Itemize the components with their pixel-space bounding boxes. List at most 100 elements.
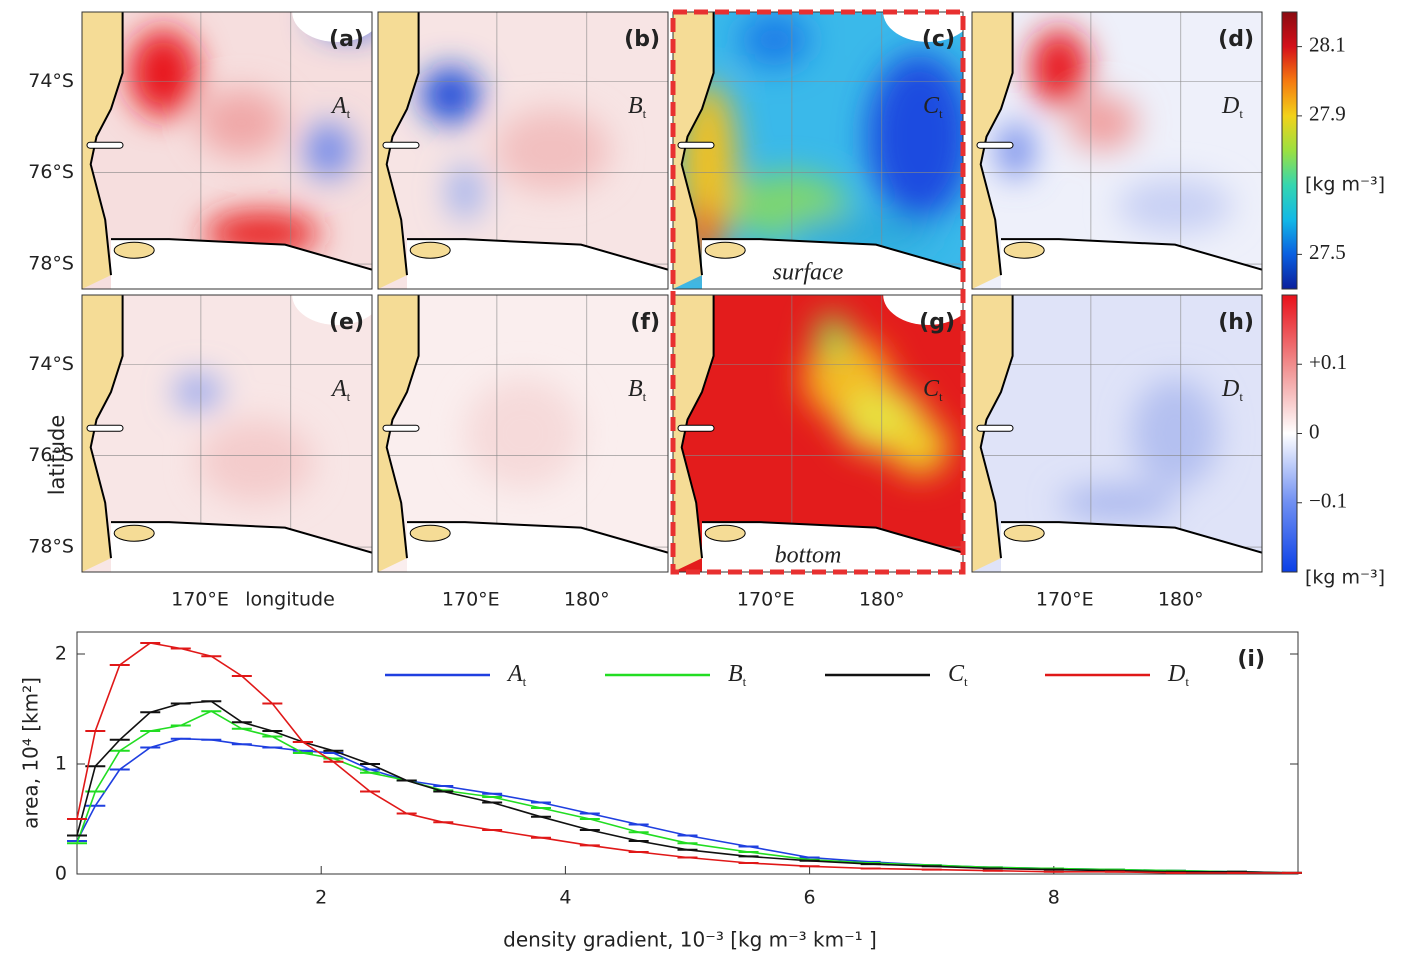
map-frame: [81, 11, 373, 290]
colorbar: [1281, 11, 1298, 290]
panel-label: (b): [624, 27, 660, 52]
lat-label: 76°S: [28, 161, 74, 183]
lon-label: 170°E: [442, 589, 500, 611]
land: [82, 12, 123, 289]
panel-label: (i): [1237, 647, 1265, 672]
lon-label: 170°E: [1036, 589, 1094, 611]
island: [113, 241, 155, 259]
coast: [407, 238, 668, 271]
lat-label: 74°S: [28, 70, 74, 92]
panel-label: (d): [1218, 27, 1254, 52]
legend-name: A: [506, 661, 523, 687]
island: [704, 241, 746, 259]
field-blob: [867, 53, 963, 220]
series-line: [76, 700, 1292, 874]
land: [378, 12, 419, 289]
var-sub: t: [347, 389, 351, 404]
map-panel: [378, 12, 668, 289]
var-sub: t: [643, 106, 647, 121]
annotation: bottom: [775, 543, 842, 569]
panel-label: (h): [1218, 310, 1254, 335]
var: A: [330, 376, 347, 402]
field-blob: [465, 378, 581, 489]
var-sub: t: [643, 389, 647, 404]
field-blob: [494, 108, 610, 193]
map-field: [1059, 378, 1219, 520]
colorbar: [1281, 294, 1298, 573]
y-axis-title: area, 10⁴ [km²]: [19, 677, 43, 829]
series-line: [76, 710, 1292, 874]
y-tick-label: 0: [55, 863, 67, 885]
lat-label: 74°S: [28, 353, 74, 375]
ice: [883, 295, 963, 325]
panel-var: Dt: [1221, 376, 1243, 404]
island: [1003, 241, 1045, 259]
field-blob: [447, 164, 483, 220]
panel-label: (f): [630, 310, 660, 335]
ice-tongue: [677, 141, 715, 149]
map-frame: [81, 294, 373, 573]
var: D: [1221, 93, 1239, 119]
var-sub: t: [939, 106, 943, 121]
field-blob: [815, 314, 850, 359]
coast: [979, 12, 1014, 276]
ice-tongue: [382, 141, 420, 149]
coast: [385, 295, 420, 559]
panel-label: (e): [329, 310, 364, 335]
legend-name: B: [728, 661, 743, 687]
field-blob: [305, 122, 352, 179]
lat-label: 78°S: [28, 253, 74, 275]
legend-label: At: [506, 661, 527, 689]
ice-tongue: [976, 141, 1014, 149]
cb-tick-label: +0.1: [1309, 350, 1347, 374]
map-frame: [377, 11, 669, 290]
island: [409, 524, 451, 542]
map-field: [421, 67, 610, 220]
field-blob: [128, 28, 198, 118]
x-tick-label: 2: [315, 887, 327, 909]
ice: [292, 12, 372, 42]
var-sub: t: [939, 389, 943, 404]
land: [673, 295, 714, 572]
coast: [407, 521, 668, 554]
cb-tick-label: −0.1: [1309, 489, 1347, 513]
panel-var: Ct: [923, 376, 943, 404]
legend-sub: t: [1185, 674, 1189, 689]
lat-label: 78°S: [28, 536, 74, 558]
panel-label: (a): [329, 27, 364, 52]
map-panel: [673, 295, 963, 572]
cb-tick-label: 27.9: [1309, 102, 1346, 126]
field-blob: [1117, 178, 1233, 234]
x-tick-label: 4: [559, 887, 571, 909]
cb-unit: [kg m⁻³]: [1305, 174, 1385, 196]
legend-name: C: [948, 661, 965, 687]
var: C: [923, 376, 940, 402]
x-axis-title: density gradient, 10⁻³ [kg m⁻³ km⁻¹ ]: [503, 928, 877, 952]
var-sub: t: [1239, 106, 1243, 121]
land: [673, 12, 714, 289]
lon-label: 170°E: [171, 589, 229, 611]
legend-label: Bt: [728, 661, 747, 689]
cb-tick-label: 27.5: [1309, 240, 1346, 264]
map-field: [465, 378, 581, 489]
land: [972, 295, 1013, 572]
map-field: [803, 314, 949, 476]
ice-tongue: [382, 424, 420, 432]
map-frame: [971, 294, 1263, 573]
coast: [111, 238, 372, 271]
land: [82, 295, 123, 572]
cb-tick-label: 28.1: [1309, 32, 1346, 56]
map-field: [678, 12, 963, 262]
panel-var: Ct: [923, 93, 943, 121]
plot-frame: [76, 631, 1299, 875]
island: [409, 241, 451, 259]
panel-var: At: [330, 93, 351, 121]
coast: [1001, 238, 1262, 271]
panel-var: Bt: [628, 93, 647, 121]
lon-label: 180°: [1158, 589, 1204, 611]
field-blob: [198, 89, 285, 157]
lon-label: longitude: [245, 589, 335, 611]
cb-unit: [kg m⁻³]: [1305, 567, 1385, 589]
ice-tongue: [976, 424, 1014, 432]
map-panel: [378, 295, 668, 572]
